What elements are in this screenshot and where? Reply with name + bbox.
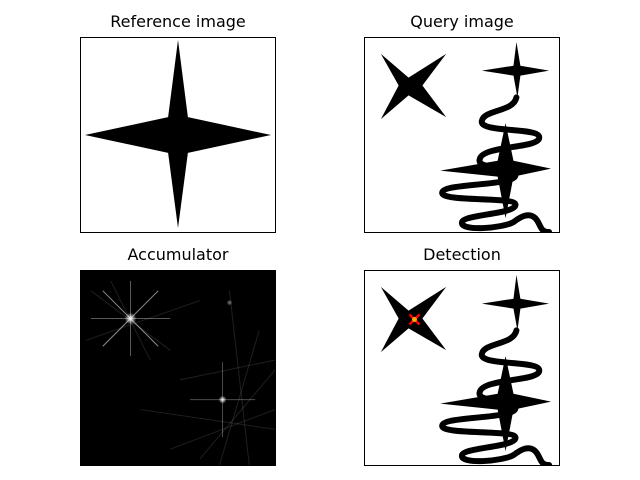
detection-star-large — [440, 356, 552, 452]
detection-star-small — [481, 274, 550, 331]
query-star-rotated — [380, 53, 447, 120]
accumulator-panel — [80, 270, 276, 466]
detection-scene — [380, 274, 553, 465]
query-title: Query image — [410, 12, 514, 31]
query-star-large — [440, 123, 552, 219]
accumulator-map — [85, 280, 275, 465]
query-scribble — [439, 94, 553, 232]
detection-marker — [408, 313, 421, 326]
detection-scribble — [439, 327, 553, 465]
reference-title: Reference image — [110, 12, 246, 31]
reference-image-panel — [80, 37, 276, 233]
query-scene — [380, 41, 553, 232]
query-image-panel — [364, 37, 560, 233]
detection-title: Detection — [423, 245, 501, 264]
query-star-small — [481, 41, 550, 98]
reference-star — [84, 39, 272, 229]
detection-panel — [364, 270, 560, 466]
accumulator-title: Accumulator — [127, 245, 229, 264]
